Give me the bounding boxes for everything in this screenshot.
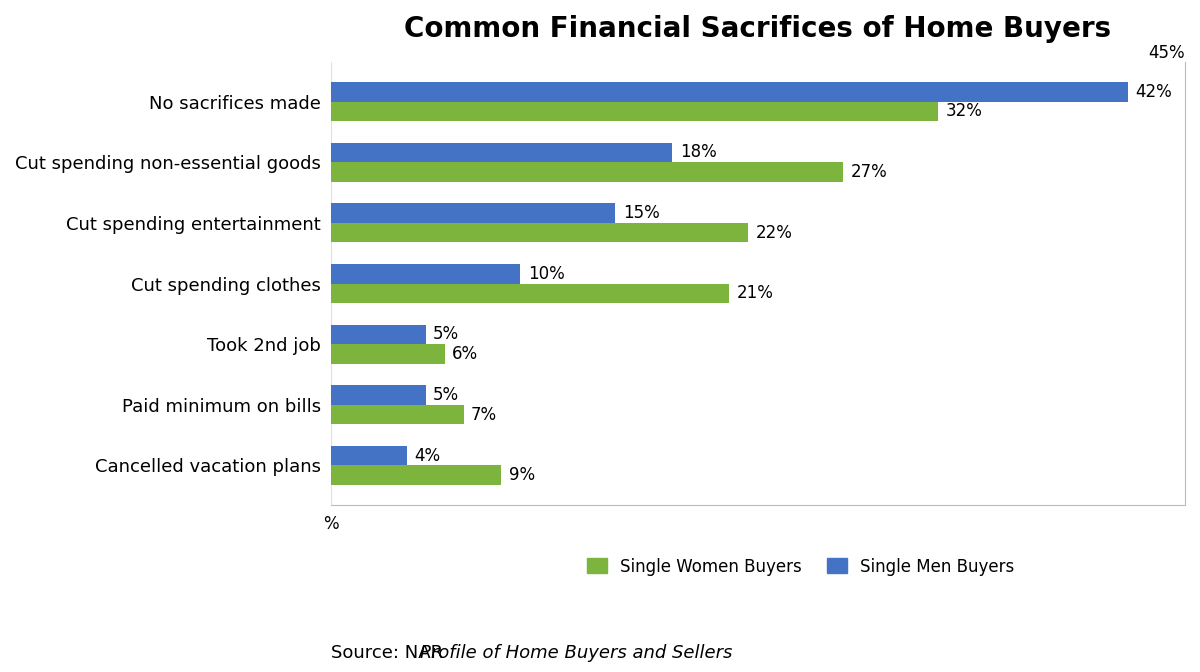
Text: 6%: 6% <box>452 345 479 363</box>
Text: 27%: 27% <box>851 163 888 181</box>
Bar <box>330 101 938 121</box>
Text: 5%: 5% <box>433 386 460 404</box>
Text: 4%: 4% <box>414 447 440 465</box>
Bar <box>330 264 521 284</box>
Text: 7%: 7% <box>472 405 497 423</box>
Bar <box>330 446 407 466</box>
Bar <box>330 142 672 162</box>
Text: 18%: 18% <box>680 144 716 161</box>
Text: 32%: 32% <box>946 102 983 120</box>
Bar <box>330 162 844 181</box>
Text: 5%: 5% <box>433 325 460 343</box>
Text: 9%: 9% <box>509 466 535 484</box>
Text: 15%: 15% <box>623 204 660 222</box>
Bar <box>330 405 463 424</box>
Text: 10%: 10% <box>528 265 565 283</box>
Text: 42%: 42% <box>1135 83 1172 101</box>
Bar <box>330 325 426 344</box>
Bar <box>330 223 749 243</box>
Text: 22%: 22% <box>756 224 793 241</box>
Bar <box>330 344 444 364</box>
Text: 21%: 21% <box>737 284 774 302</box>
Bar <box>330 466 502 485</box>
Title: Common Financial Sacrifices of Home Buyers: Common Financial Sacrifices of Home Buye… <box>404 15 1111 43</box>
Legend: Single Women Buyers, Single Men Buyers: Single Women Buyers, Single Men Buyers <box>587 558 1014 576</box>
Text: Source: NAR: Source: NAR <box>330 644 449 662</box>
Bar <box>330 82 1128 101</box>
Bar <box>330 386 426 405</box>
Bar <box>330 204 616 223</box>
Bar <box>330 284 730 303</box>
Text: 45%: 45% <box>1148 44 1186 62</box>
Text: Profile of Home Buyers and Sellers: Profile of Home Buyers and Sellers <box>420 644 732 662</box>
